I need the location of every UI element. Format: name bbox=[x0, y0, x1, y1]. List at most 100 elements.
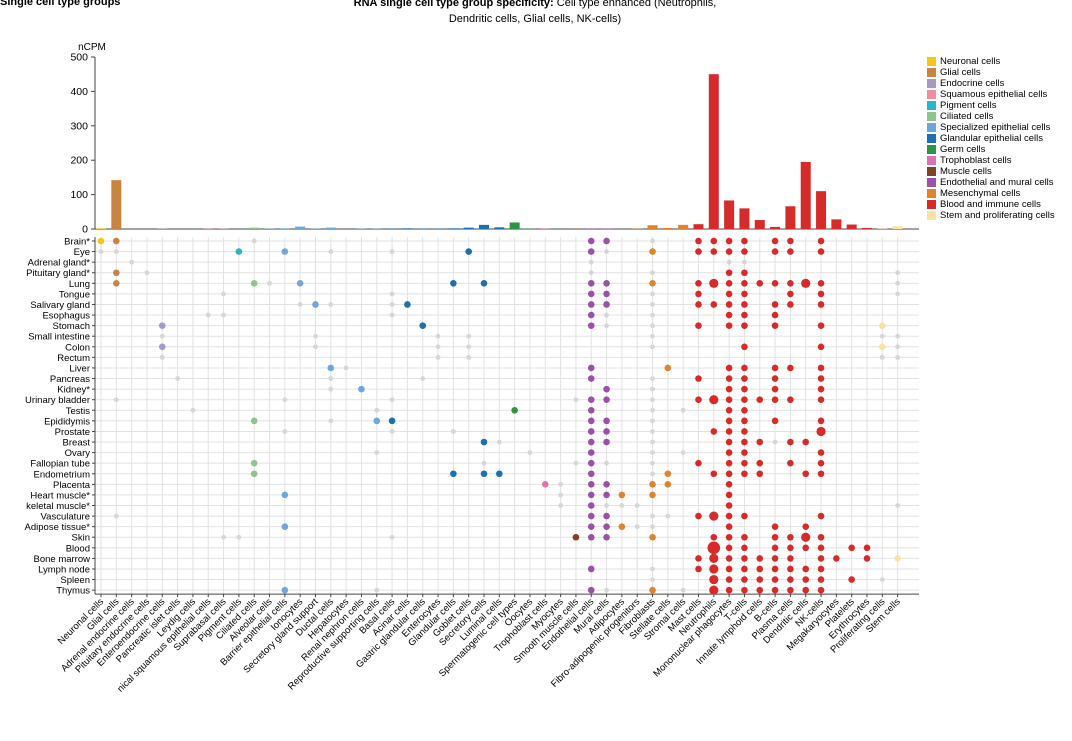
expression-dot bbox=[894, 555, 901, 562]
expression-dot bbox=[296, 280, 304, 287]
legend-item: Germ cells bbox=[927, 144, 1072, 155]
legend-swatch bbox=[927, 145, 936, 154]
expression-dot bbox=[771, 248, 779, 255]
expression-dot bbox=[741, 470, 748, 478]
legend-item: Blood and immune cells bbox=[927, 199, 1072, 210]
expression-dot bbox=[113, 280, 120, 287]
expression-dot bbox=[771, 523, 779, 530]
expression-dot bbox=[587, 290, 595, 298]
expression-dot bbox=[725, 523, 733, 530]
expression-dot bbox=[695, 565, 702, 573]
expression-dot bbox=[756, 470, 764, 478]
expression-dot bbox=[695, 290, 702, 298]
legend-label: Ciliated cells bbox=[940, 111, 994, 122]
expression-dot bbox=[771, 375, 779, 382]
expression-dot bbox=[649, 491, 656, 499]
tissue-label: keletal muscle* bbox=[26, 501, 90, 512]
expression-dot bbox=[817, 555, 825, 562]
bar-ciliated-cells bbox=[249, 227, 260, 229]
expression-dot bbox=[802, 565, 810, 573]
bar-innate-lymphoid-cells bbox=[754, 220, 765, 229]
expression-dot bbox=[450, 280, 457, 287]
expression-dot bbox=[328, 376, 334, 381]
expression-dot bbox=[603, 533, 610, 541]
expression-dot bbox=[833, 555, 840, 562]
expression-dot bbox=[603, 523, 610, 530]
expression-dot bbox=[113, 237, 120, 245]
legend-swatch bbox=[927, 68, 936, 77]
expression-dot bbox=[158, 322, 166, 329]
y-tick-label: 100 bbox=[70, 189, 88, 201]
legend-swatch bbox=[927, 112, 936, 121]
expression-dot bbox=[771, 237, 779, 245]
expression-dot bbox=[817, 417, 825, 425]
bar-mononuclear-phagocytes bbox=[724, 200, 735, 229]
expression-dot bbox=[725, 237, 733, 245]
bar-barrier-epithelial-cells bbox=[279, 228, 290, 229]
expression-dot bbox=[895, 503, 901, 508]
expression-dot bbox=[741, 385, 748, 393]
expression-dot bbox=[465, 248, 472, 255]
expression-dot bbox=[603, 428, 610, 435]
bar-spermatogenic-cell-types bbox=[509, 222, 520, 229]
expression-dot bbox=[817, 301, 825, 308]
expression-dot bbox=[250, 280, 258, 287]
legend-label: Squamous epithelial cells bbox=[940, 89, 1048, 100]
tissue-label: Small intestine bbox=[28, 332, 90, 343]
expression-dot bbox=[802, 586, 810, 594]
expression-dot bbox=[588, 270, 594, 276]
expression-dot bbox=[725, 269, 733, 277]
expression-dot bbox=[817, 586, 825, 594]
expression-dot bbox=[190, 407, 196, 413]
bar-platelets bbox=[846, 224, 857, 229]
bar-ductal-cells bbox=[325, 227, 336, 229]
expression-dot bbox=[603, 491, 610, 499]
expression-dot bbox=[634, 524, 640, 530]
tissue-label: Rectum bbox=[57, 353, 90, 364]
expression-dot bbox=[817, 280, 825, 287]
expression-dot bbox=[435, 344, 441, 350]
expression-dot bbox=[587, 364, 595, 372]
expression-dot bbox=[618, 491, 626, 499]
expression-dot bbox=[787, 290, 794, 298]
expression-dot bbox=[741, 417, 748, 425]
expression-dot bbox=[787, 396, 794, 404]
expression-dot bbox=[725, 290, 733, 298]
expression-dot bbox=[650, 386, 655, 392]
expression-dot bbox=[313, 344, 318, 350]
expression-dot bbox=[801, 278, 811, 288]
expression-dot bbox=[709, 574, 719, 585]
legend-label: Stem and proliferating cells bbox=[940, 210, 1055, 221]
expression-dot bbox=[603, 438, 610, 446]
legend-label: Glandular epithelial cells bbox=[940, 133, 1043, 144]
expression-dot bbox=[802, 576, 810, 583]
expression-dot bbox=[741, 576, 748, 583]
chart-title: RNA single cell type group specificity: … bbox=[300, 0, 770, 27]
expression-dot bbox=[817, 449, 825, 456]
expression-dot bbox=[158, 343, 166, 351]
expression-dot bbox=[527, 450, 533, 455]
expression-dot bbox=[650, 302, 655, 307]
tissue-label: Eye bbox=[74, 247, 90, 258]
expression-dot bbox=[328, 386, 334, 392]
expression-dot bbox=[725, 502, 733, 509]
expression-dot bbox=[710, 428, 718, 435]
expression-dot bbox=[756, 280, 764, 287]
expression-dot bbox=[787, 438, 794, 446]
expression-dot bbox=[817, 385, 825, 393]
expression-dot bbox=[879, 333, 885, 339]
expression-dot bbox=[772, 439, 778, 445]
expression-dot bbox=[771, 586, 779, 594]
legend-swatch bbox=[927, 123, 936, 132]
expression-dot bbox=[879, 354, 885, 360]
expression-dot bbox=[725, 449, 733, 456]
expression-dot bbox=[634, 503, 640, 508]
legend-item: Glial cells bbox=[927, 67, 1072, 78]
expression-dot bbox=[817, 512, 825, 520]
tissue-label: Lymph node bbox=[38, 564, 90, 575]
bar-luminal-cells bbox=[494, 227, 505, 229]
expression-dot bbox=[665, 513, 671, 519]
expression-dot bbox=[709, 585, 719, 595]
expression-dot bbox=[741, 290, 748, 298]
bar-mast-cells bbox=[693, 224, 704, 229]
